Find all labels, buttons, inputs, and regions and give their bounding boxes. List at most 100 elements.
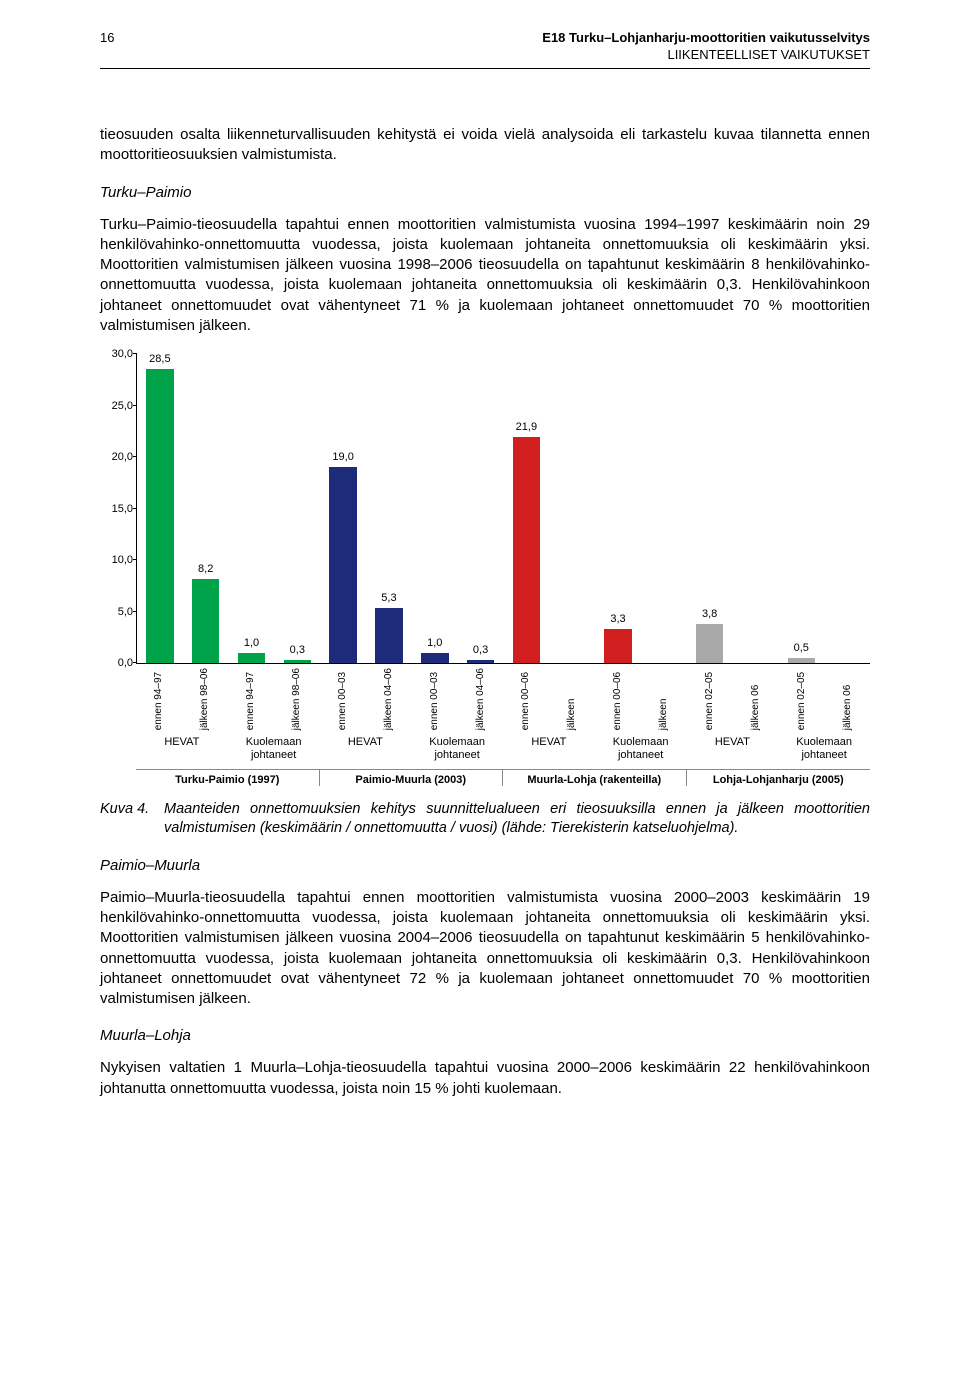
chart-bar: 3,3: [604, 629, 631, 663]
segment-label: Muurla-Lohja (rakenteilla): [503, 770, 687, 786]
header-rule: [100, 68, 870, 69]
group-label: HEVAT: [136, 736, 228, 762]
chart-group-labels: HEVATKuolemaan johtaneetHEVATKuolemaan j…: [136, 736, 870, 762]
bar-column: [549, 354, 595, 663]
xlabel-text: jälkeen: [658, 668, 669, 730]
ytick-mark: [133, 611, 137, 612]
chart-bar: 28,5: [146, 369, 173, 663]
xlabel-column: ennen 94–97: [136, 668, 182, 730]
ytick-label: 5,0: [101, 606, 133, 618]
bar-column: 0,3: [274, 354, 320, 663]
heading-turku-paimio: Turku–Paimio: [100, 184, 870, 201]
segment-label: Paimio-Muurla (2003): [320, 770, 504, 786]
doc-subtitle: LIIKENTEELLISET VAIKUTUKSET: [100, 47, 870, 62]
bar-value-label: 28,5: [149, 353, 170, 365]
xlabel-column: jälkeen 04–06: [457, 668, 503, 730]
caption-text: Maanteiden onnettomuuksien kehitys suunn…: [164, 800, 870, 839]
bar-column: [641, 354, 687, 663]
group-label: Kuolemaan johtaneet: [411, 736, 503, 762]
chart-bar: 0,3: [284, 660, 311, 663]
caption-tag: Kuva 4.: [100, 800, 164, 839]
xlabel-text: jälkeen 04–06: [475, 668, 486, 730]
ytick-label: 30,0: [101, 348, 133, 360]
xlabel-column: ennen 00–03: [320, 668, 366, 730]
group-label: Kuolemaan johtaneet: [778, 736, 870, 762]
bar-value-label: 0,3: [473, 644, 488, 656]
group-label: Kuolemaan johtaneet: [595, 736, 687, 762]
ytick-label: 0,0: [101, 657, 133, 669]
ytick-label: 25,0: [101, 400, 133, 412]
group-label: HEVAT: [320, 736, 412, 762]
heading-muurla-lohja: Muurla–Lohja: [100, 1027, 870, 1044]
xlabel-text: jälkeen 06: [750, 668, 761, 730]
paragraph-paimio-muurla: Paimio–Muurla-tieosuudella tapahtui enne…: [100, 888, 870, 1010]
bar-column: 1,0: [229, 354, 275, 663]
bar-value-label: 5,3: [381, 592, 396, 604]
ytick-mark: [133, 456, 137, 457]
xlabel-column: ennen 02–05: [687, 668, 733, 730]
bar-value-label: 21,9: [516, 421, 537, 433]
xlabel-text: ennen 02–05: [796, 668, 807, 730]
ytick-mark: [133, 405, 137, 406]
bar-column: 21,9: [504, 354, 550, 663]
bar-value-label: 0,5: [794, 642, 809, 654]
xlabel-column: ennen 00–03: [411, 668, 457, 730]
chart-bar: 19,0: [329, 467, 356, 663]
chart-bar: 0,3: [467, 660, 494, 663]
chart-segment-labels: Turku-Paimio (1997)Paimio-Muurla (2003)M…: [136, 769, 870, 786]
xlabel-column: jälkeen 98–06: [274, 668, 320, 730]
segment-label: Lohja-Lohjanharju (2005): [687, 770, 871, 786]
page-number: 16: [100, 30, 114, 45]
bar-column: 19,0: [320, 354, 366, 663]
group-label: HEVAT: [687, 736, 779, 762]
xlabel-text: jälkeen 98–06: [291, 668, 302, 730]
group-label: Kuolemaan johtaneet: [228, 736, 320, 762]
bar-column: 0,3: [458, 354, 504, 663]
chart-bars: 28,5 8,2 1,0 0,3 19,0 5,3 1,0 0,3 21,9 3,3 3,8 0,5: [137, 354, 870, 663]
ytick-mark: [133, 559, 137, 560]
xlabel-text: ennen 94–97: [153, 668, 164, 730]
paragraph-turku-paimio: Turku–Paimio-tieosuudella tapahtui ennen…: [100, 215, 870, 337]
chart-plot-area: 28,58,21,00,319,05,31,00,321,93,33,80,5 …: [136, 354, 870, 664]
bar-column: 3,3: [595, 354, 641, 663]
group-label: HEVAT: [503, 736, 595, 762]
bar-value-label: 1,0: [244, 637, 259, 649]
accident-chart: 28,58,21,00,319,05,31,00,321,93,33,80,5 …: [100, 354, 870, 786]
ytick-label: 10,0: [101, 554, 133, 566]
ytick-mark: [133, 662, 137, 663]
xlabel-text: jälkeen: [566, 668, 577, 730]
ytick-label: 15,0: [101, 503, 133, 515]
bar-column: 28,5: [137, 354, 183, 663]
bar-column: [824, 354, 870, 663]
chart-bar: 5,3: [375, 608, 402, 663]
bar-value-label: 0,3: [290, 644, 305, 656]
xlabel-text: jälkeen 04–06: [383, 668, 394, 730]
heading-paimio-muurla: Paimio–Muurla: [100, 857, 870, 874]
bar-column: 3,8: [687, 354, 733, 663]
figure-caption: Kuva 4. Maanteiden onnettomuuksien kehit…: [100, 800, 870, 839]
bar-value-label: 8,2: [198, 563, 213, 575]
intro-paragraph: tieosuuden osalta liikenneturvallisuuden…: [100, 125, 870, 166]
xlabel-column: ennen 02–05: [778, 668, 824, 730]
chart-bar: 0,5: [788, 658, 815, 663]
xlabel-text: ennen 02–05: [704, 668, 715, 730]
doc-title: E18 Turku–Lohjanharju-moottoritien vaiku…: [542, 30, 870, 45]
bar-value-label: 3,8: [702, 608, 717, 620]
bar-value-label: 19,0: [332, 451, 353, 463]
bar-value-label: 1,0: [427, 637, 442, 649]
bar-column: 5,3: [366, 354, 412, 663]
xlabel-text: ennen 94–97: [245, 668, 256, 730]
chart-bar: 8,2: [192, 579, 219, 663]
chart-bar: 1,0: [421, 653, 448, 663]
xlabel-column: jälkeen 98–06: [182, 668, 228, 730]
xlabel-column: jälkeen 06: [824, 668, 870, 730]
xlabel-column: ennen 00–06: [595, 668, 641, 730]
xlabel-text: ennen 00–03: [337, 668, 348, 730]
chart-xlabels: ennen 94–97 jälkeen 98–06 ennen 94–97 jälke…: [136, 668, 870, 730]
xlabel-column: jälkeen 04–06: [365, 668, 411, 730]
bar-column: [733, 354, 779, 663]
chart-bar: 3,8: [696, 624, 723, 663]
xlabel-text: ennen 00–06: [520, 668, 531, 730]
page-header: 16 E18 Turku–Lohjanharju-moottoritien va…: [100, 30, 870, 45]
xlabel-column: ennen 00–06: [503, 668, 549, 730]
